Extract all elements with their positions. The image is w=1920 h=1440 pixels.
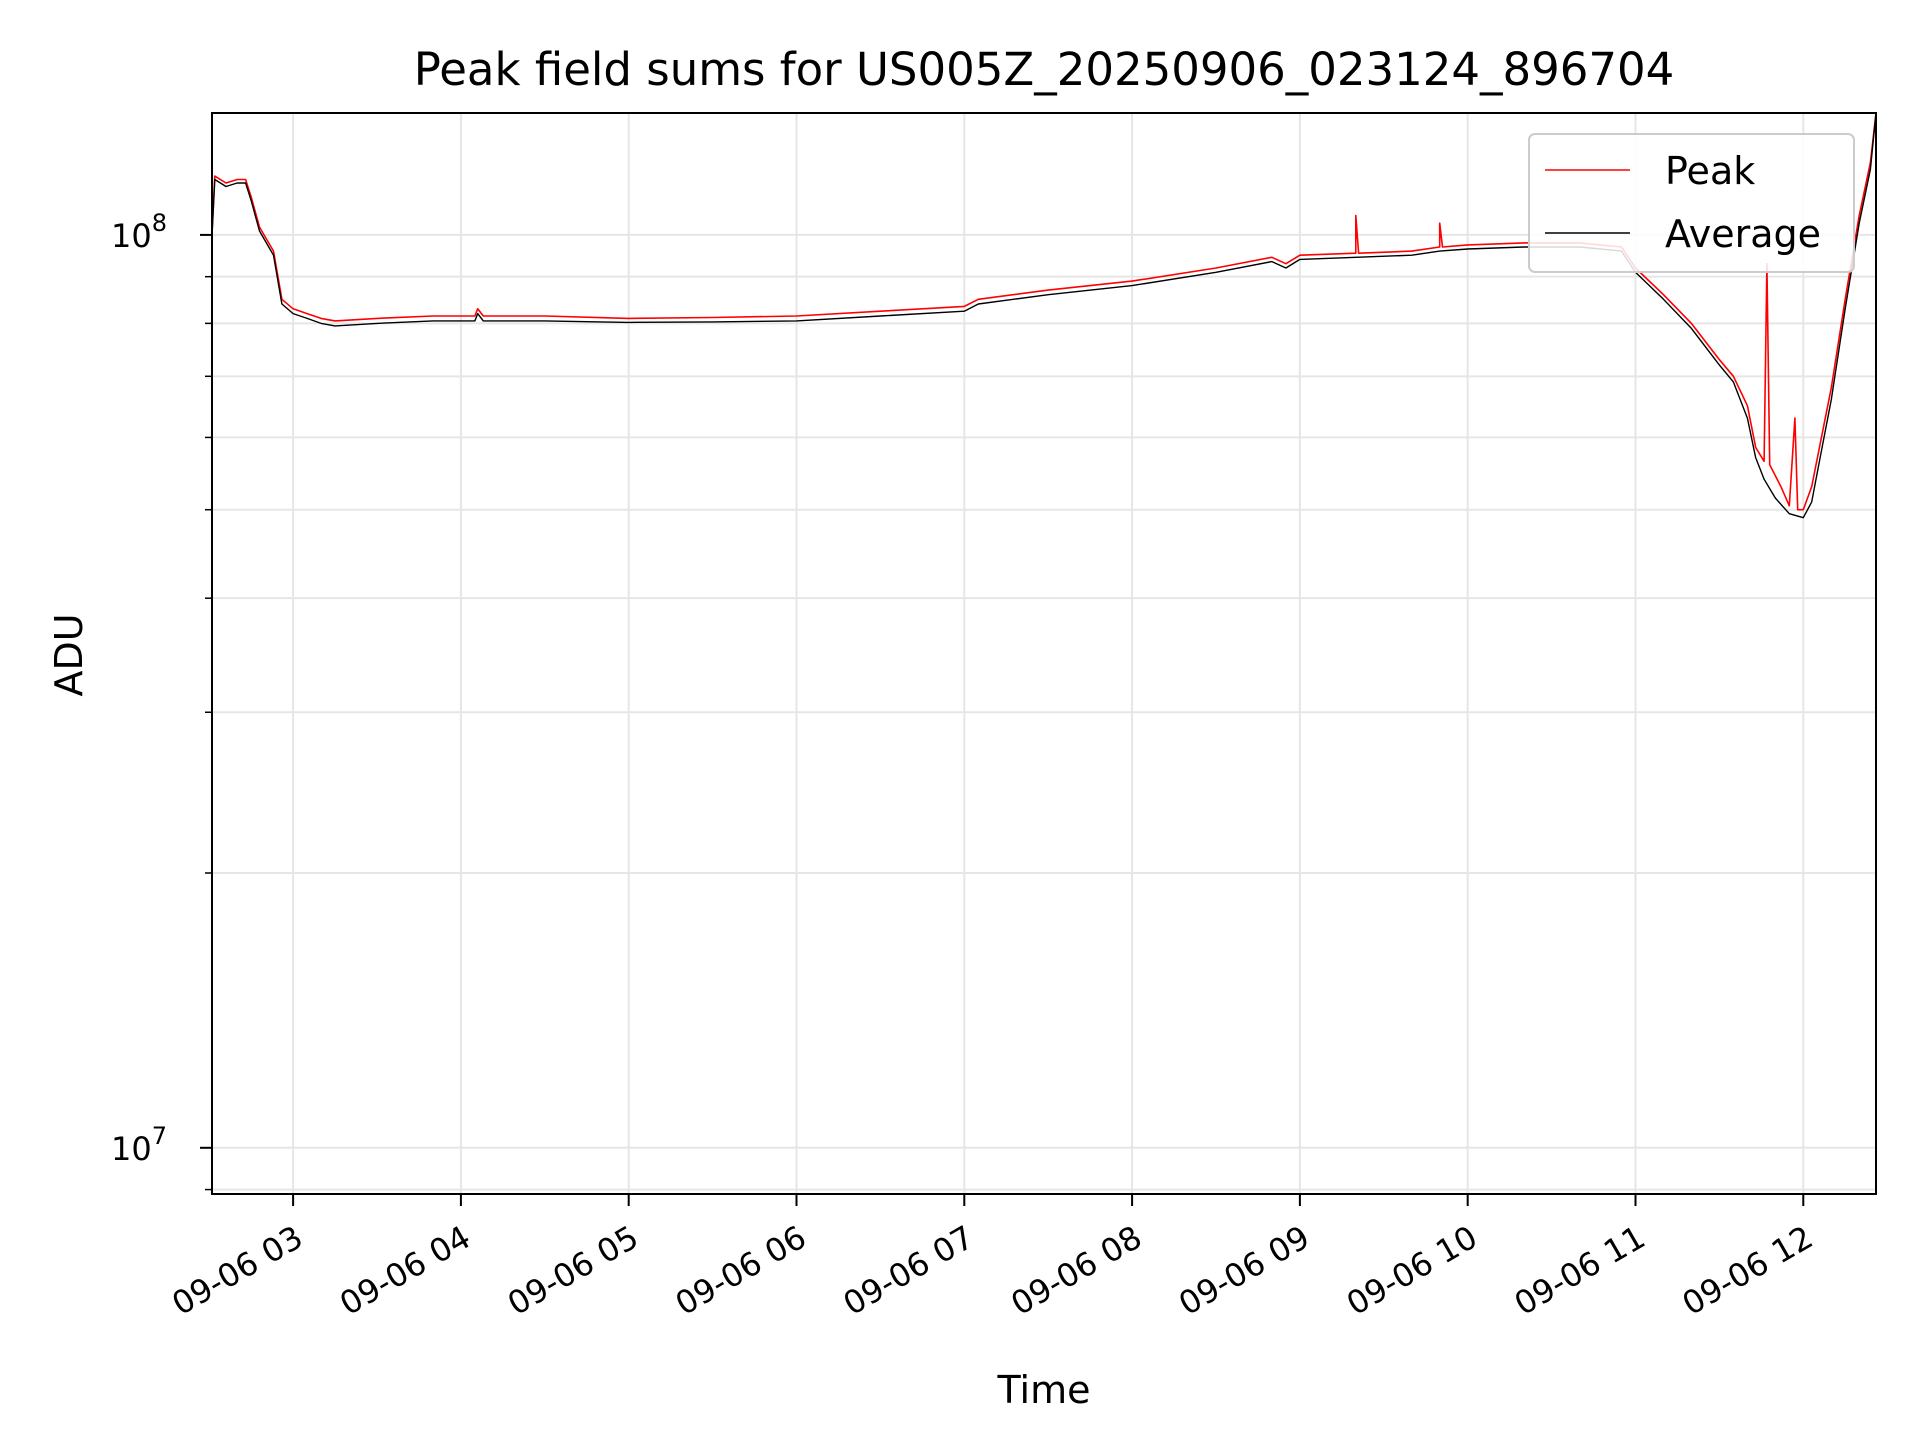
chart-title: Peak field sums for US005Z_20250906_0231…	[414, 43, 1675, 96]
y-axis-label: ADU	[47, 613, 91, 696]
y-tick-label: 107	[111, 1122, 167, 1168]
x-axis-label: Time	[997, 1368, 1091, 1412]
y-tick-exponent: 8	[152, 209, 167, 237]
y-tick-exponent: 7	[152, 1122, 167, 1150]
legend: Peak Average	[1528, 133, 1855, 273]
series-average-line	[211, 112, 1877, 519]
series-layer	[211, 112, 1877, 519]
legend-peak-label: Peak	[1665, 149, 1755, 193]
plot-frame	[211, 112, 1877, 1195]
legend-frame	[1528, 133, 1855, 273]
legend-average-label: Average	[1665, 212, 1821, 256]
series-peak-line	[211, 112, 1877, 511]
